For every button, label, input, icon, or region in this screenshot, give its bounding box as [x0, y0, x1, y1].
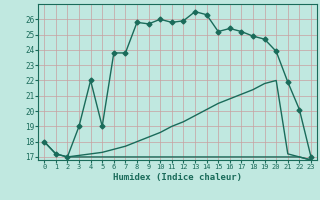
X-axis label: Humidex (Indice chaleur): Humidex (Indice chaleur) — [113, 173, 242, 182]
